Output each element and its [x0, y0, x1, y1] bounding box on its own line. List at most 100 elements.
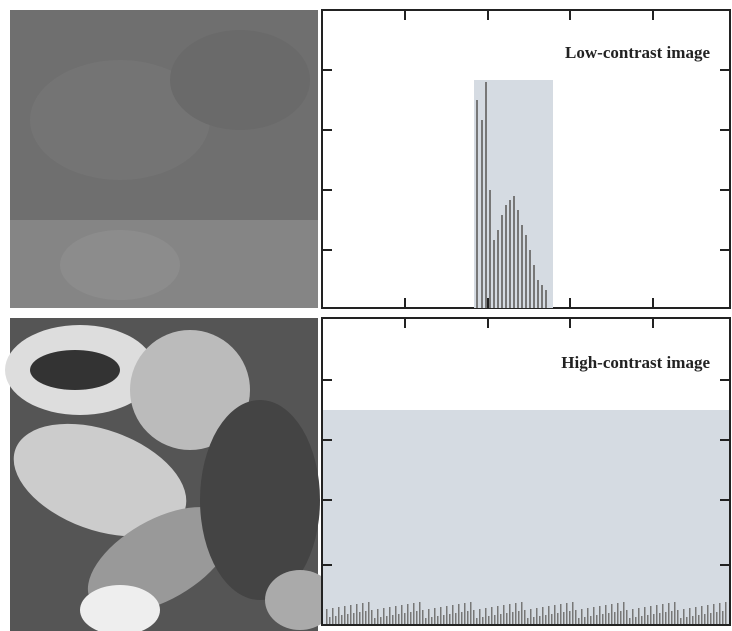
histogram-texture	[335, 616, 337, 624]
histogram-texture	[401, 605, 403, 624]
histogram-texture	[368, 602, 370, 624]
histogram-texture	[620, 611, 622, 624]
histogram-texture	[503, 605, 505, 624]
histogram-texture	[692, 616, 694, 624]
histogram-texture	[356, 604, 358, 624]
histogram-texture	[464, 603, 466, 624]
histogram-texture	[344, 606, 346, 624]
histogram-texture	[443, 615, 445, 624]
histogram-texture	[449, 614, 451, 624]
histogram-texture	[605, 605, 607, 624]
histogram-texture	[533, 617, 535, 624]
histogram-texture	[377, 609, 379, 624]
histogram-texture	[461, 612, 463, 624]
low-contrast-histogram: Low-contrast image	[322, 10, 730, 308]
histogram-texture	[662, 604, 664, 624]
histogram-texture	[428, 609, 430, 624]
histogram-texture	[455, 613, 457, 624]
histogram-texture	[326, 609, 328, 624]
histogram-texture	[644, 607, 646, 624]
histogram-texture	[653, 614, 655, 624]
histogram-texture	[551, 614, 553, 624]
histogram-texture	[425, 618, 427, 624]
figure: Low-contrast image High-contrast image	[0, 0, 732, 631]
histogram-texture	[509, 604, 511, 624]
histogram-texture	[434, 608, 436, 624]
histogram-texture	[596, 615, 598, 624]
histogram-texture	[440, 607, 442, 624]
histogram-texture	[518, 611, 520, 624]
histogram-texture	[512, 612, 514, 624]
histogram-texture	[548, 606, 550, 624]
histogram-texture	[650, 606, 652, 624]
histogram-texture	[635, 617, 637, 624]
histogram-texture	[668, 603, 670, 624]
histogram-texture	[371, 610, 373, 624]
histogram-texture	[701, 606, 703, 624]
histogram-texture	[671, 611, 673, 624]
histogram-texture	[638, 608, 640, 624]
histogram-texture	[410, 612, 412, 624]
histogram-texture	[380, 617, 382, 624]
histogram-texture	[590, 616, 592, 624]
histogram-texture	[659, 613, 661, 624]
histogram-texture	[569, 611, 571, 624]
histogram-texture	[395, 606, 397, 624]
histogram-texture	[350, 605, 352, 624]
histogram-texture	[677, 610, 679, 624]
histogram-texture	[581, 609, 583, 624]
histogram-texture	[452, 605, 454, 624]
histogram-texture	[695, 607, 697, 624]
histogram-texture	[599, 606, 601, 624]
histogram-texture	[680, 618, 682, 624]
histogram-texture	[623, 602, 625, 624]
histogram-texture	[566, 603, 568, 624]
histogram-texture	[575, 610, 577, 624]
histogram-texture	[338, 607, 340, 624]
histogram-texture	[722, 611, 724, 624]
histogram-texture	[389, 607, 391, 624]
histogram-texture	[608, 613, 610, 624]
histogram-texture	[572, 602, 574, 624]
histogram-texture	[497, 606, 499, 624]
high-contrast-photo	[0, 318, 335, 631]
histogram-texture	[707, 605, 709, 624]
histogram-texture	[374, 618, 376, 624]
histogram-texture	[416, 611, 418, 624]
histogram-texture	[647, 615, 649, 624]
histogram-texture	[446, 606, 448, 624]
histogram-texture	[584, 617, 586, 624]
histogram-texture	[482, 617, 484, 624]
histogram-texture	[359, 612, 361, 624]
histogram-texture	[362, 603, 364, 624]
histogram-texture	[632, 609, 634, 624]
histogram-texture	[392, 615, 394, 624]
low-contrast-photo	[10, 10, 318, 308]
histogram-texture	[542, 607, 544, 624]
histogram-texture	[506, 613, 508, 624]
histogram-texture	[413, 603, 415, 624]
histogram-texture	[365, 611, 367, 624]
histogram-texture	[458, 604, 460, 624]
histogram-texture	[437, 616, 439, 624]
histogram-texture	[686, 617, 688, 624]
histogram-texture	[587, 608, 589, 624]
histogram-texture	[698, 615, 700, 624]
histogram-texture	[689, 608, 691, 624]
histogram-texture	[713, 604, 715, 624]
panel-label: Low-contrast image	[565, 43, 710, 62]
histogram-texture	[332, 608, 334, 624]
histogram-texture	[617, 603, 619, 624]
histogram-texture	[353, 613, 355, 624]
histogram-texture	[470, 602, 472, 624]
histogram-texture	[725, 602, 727, 624]
histogram-texture	[341, 615, 343, 624]
histogram-texture	[431, 617, 433, 624]
panel-label: High-contrast image	[561, 353, 710, 372]
histogram-texture	[614, 612, 616, 624]
histogram-texture	[545, 615, 547, 624]
histogram-texture	[683, 609, 685, 624]
histogram-texture	[479, 609, 481, 624]
histogram-texture	[557, 613, 559, 624]
histogram-texture	[329, 617, 331, 624]
